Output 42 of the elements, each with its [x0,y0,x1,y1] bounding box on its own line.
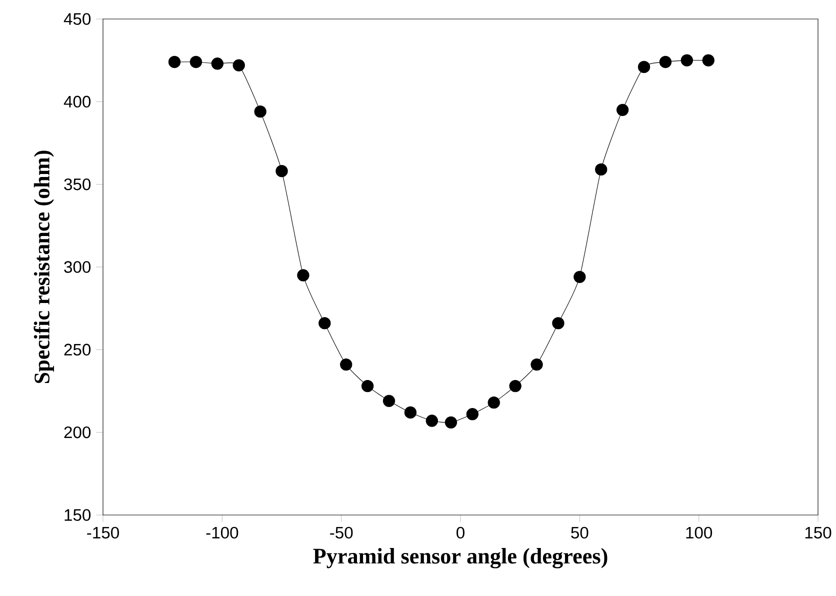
y-tick-label: 200 [64,426,91,438]
x-tick-label: -50 [330,526,353,539]
point [382,394,396,408]
point [638,60,650,74]
point [444,416,458,429]
x-tick-label: 50 [571,526,588,539]
point [659,56,672,68]
x-tick-label: 100 [686,526,712,539]
x-tick-label: 0 [456,526,464,539]
point [211,58,224,70]
y-tick-label: 150 [64,509,91,521]
point [426,414,438,427]
y-axis-title: Specific resistance (ohm) [34,150,54,384]
point [702,54,714,66]
point [466,408,479,420]
point [488,396,500,409]
point [616,104,629,116]
x-axis-title: Pyramid sensor angle (degrees) [313,548,608,568]
point [340,358,352,371]
point [254,105,266,118]
point [190,56,202,68]
x-tick-label: 150 [805,526,832,539]
point [680,54,694,66]
point [276,165,288,178]
point [530,358,543,371]
y-tick-label: 400 [64,96,91,108]
point [552,317,564,330]
point [509,380,522,392]
point [361,380,374,392]
point [232,59,245,72]
point [595,163,608,176]
y-tick-label: 450 [64,13,91,25]
x-tick-label: -150 [87,526,119,539]
point [168,56,181,68]
point [318,317,331,330]
point [404,406,417,419]
point [297,269,310,282]
point [574,270,586,284]
y-tick-label: 250 [64,344,91,356]
y-tick-label: 300 [64,261,91,273]
x-tick-label: -100 [206,526,238,539]
y-tick-label: 350 [64,178,91,190]
